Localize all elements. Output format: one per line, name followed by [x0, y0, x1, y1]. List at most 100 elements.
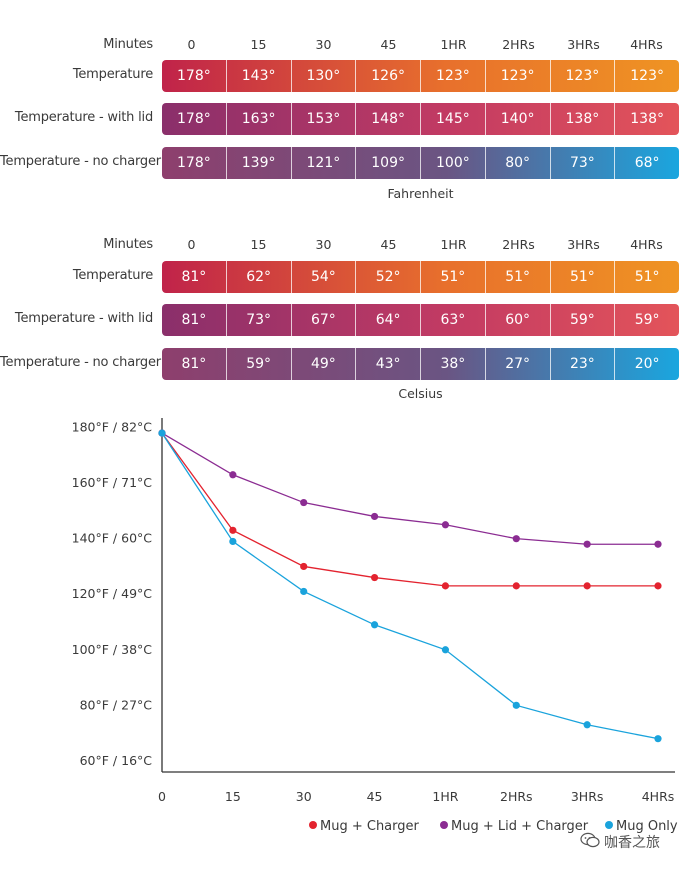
column-header: 15: [250, 237, 267, 252]
row-label-temperature: Temperature: [72, 268, 153, 283]
table-cell: 121°: [290, 147, 356, 179]
table-cell: 109°: [355, 147, 420, 179]
column-header: 4HRs: [630, 237, 663, 252]
table-cell: 123°: [420, 60, 485, 92]
data-point-mug-charger: [654, 582, 662, 590]
data-point-mug-lid-charger: [370, 512, 379, 521]
data-point-mug-only: [441, 646, 450, 654]
table-cell: 23°: [549, 348, 615, 380]
table-cell: 145°: [420, 103, 485, 135]
table-cell: 68°: [614, 147, 679, 179]
table-cell: 63°: [420, 304, 485, 336]
minutes-header-label: Minutes: [103, 37, 153, 52]
series-line-mug-only: [161, 432, 659, 740]
table-cell: 20°: [614, 348, 679, 380]
column-header: 3HRs: [567, 37, 600, 52]
temperature-bar: 178° 143° 130° 126° 123° 123° 123° 123°: [162, 60, 679, 92]
table-cell: 139°: [225, 147, 291, 179]
table-cell: 81°: [181, 356, 207, 372]
table-cell: 123°: [614, 60, 679, 92]
y-tick-label: 160°F / 71°C: [72, 475, 153, 490]
table-cell: 60°: [484, 304, 550, 336]
series-line-mug-charger: [161, 432, 658, 587]
minutes-header-label: Minutes: [103, 237, 153, 252]
x-tick-label: 15: [225, 789, 241, 804]
with-lid-bar: 81° 73° 67° 64° 63° 60° 59° 59°: [162, 304, 679, 336]
column-header: 45: [380, 37, 397, 52]
legend-marker: [605, 821, 613, 829]
data-point-mug-only: [370, 621, 379, 629]
row-label-temperature: Temperature: [72, 67, 153, 82]
row-label-no-charger: Temperature - no charger: [0, 154, 161, 169]
column-header: 30: [315, 237, 332, 252]
y-tick-label: 80°F / 27°C: [80, 697, 153, 712]
table-cell: 43°: [355, 348, 420, 380]
x-tick-label: 2HRs: [500, 789, 533, 804]
x-tick-label: 0: [158, 789, 166, 804]
table-cell: 140°: [484, 103, 550, 135]
column-header: 15: [250, 37, 267, 52]
table-cell: 49°: [290, 348, 356, 380]
data-point-mug-charger: [229, 526, 237, 534]
table-cell: 52°: [355, 261, 420, 293]
column-header: 45: [380, 237, 397, 252]
column-header: 30: [315, 37, 332, 52]
data-point-mug-charger: [441, 582, 450, 590]
table-cell: 148°: [355, 103, 420, 135]
watermark: 咖香之旅: [580, 832, 660, 852]
data-point-mug-charger: [370, 573, 379, 582]
data-point-mug-only: [654, 735, 662, 743]
row-label-no-charger: Temperature - no charger: [0, 355, 161, 370]
table-cell: 51°: [484, 261, 550, 293]
legend-marker: [309, 821, 317, 829]
column-header: 2HRs: [502, 37, 535, 52]
data-point-mug-only: [158, 429, 166, 437]
table-cell: 153°: [290, 103, 356, 135]
data-point-mug-lid-charger: [229, 471, 237, 479]
fahrenheit-caption: Fahrenheit: [387, 186, 454, 201]
table-cell: 51°: [420, 261, 485, 293]
column-header: 1HR: [440, 237, 467, 252]
data-point-mug-lid-charger: [583, 540, 591, 548]
table-cell: 126°: [355, 60, 420, 92]
data-point-mug-only: [300, 587, 308, 596]
data-point-mug-lid-charger: [512, 535, 520, 543]
table-cell: 73°: [549, 147, 615, 179]
with-lid-bar: 178° 163° 153° 148° 145° 140° 138° 138°: [162, 103, 679, 135]
celsius-caption: Celsius: [398, 386, 443, 401]
table-cell: 81°: [181, 312, 207, 328]
x-tick-label: 1HR: [432, 789, 458, 804]
temperature-bar: 81° 62° 54° 52° 51° 51° 51° 51°: [162, 261, 679, 293]
table-cell: 59°: [614, 304, 679, 336]
x-tick-label: 3HRs: [571, 789, 604, 804]
table-cell: 130°: [290, 60, 356, 92]
data-point-mug-charger: [300, 562, 308, 571]
legend-label: Mug + Lid + Charger: [451, 819, 589, 834]
table-cell: 67°: [290, 304, 356, 336]
data-point-mug-charger: [512, 582, 520, 590]
data-point-mug-only: [512, 701, 520, 709]
table-cell: 81°: [181, 269, 207, 285]
x-tick-label: 45: [367, 789, 383, 804]
table-cell: 138°: [549, 103, 615, 135]
table-cell: 62°: [225, 261, 291, 293]
data-point-mug-lid-charger: [441, 521, 450, 529]
x-tick-label: 30: [296, 789, 312, 804]
table-cell: 73°: [225, 304, 291, 336]
table-cell: 59°: [549, 304, 615, 336]
column-header: 0: [187, 37, 196, 52]
x-tick-label: 4HRs: [642, 789, 675, 804]
table-cell: 123°: [549, 60, 615, 92]
table-cell: 59°: [225, 348, 291, 380]
row-label-with-lid: Temperature - with lid: [14, 110, 153, 125]
series-line-mug-lid-charger: [161, 432, 658, 545]
data-point-mug-lid-charger: [300, 498, 308, 507]
table-cell: 178°: [177, 111, 211, 127]
table-cell: 138°: [614, 103, 679, 135]
y-tick-label: 100°F / 38°C: [72, 642, 153, 657]
data-point-mug-only: [229, 537, 237, 546]
y-tick-label: 140°F / 60°C: [72, 531, 153, 546]
data-point-mug-charger: [583, 582, 591, 590]
column-header: 3HRs: [567, 237, 600, 252]
no-charger-bar: 81° 59° 49° 43° 38° 27° 23° 20°: [162, 348, 679, 380]
